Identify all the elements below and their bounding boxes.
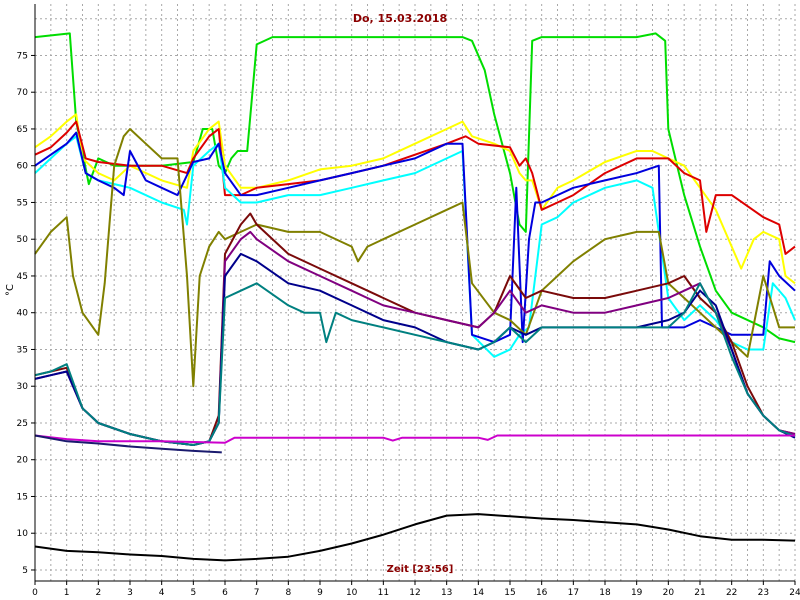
x-tick-label: 7 — [254, 588, 260, 598]
series-line-8 — [34, 230, 796, 446]
series-line-11 — [34, 434, 795, 444]
y-tick-label: 30 — [17, 382, 29, 392]
series-layer — [34, 32, 796, 562]
x-tick-label: 1 — [64, 588, 70, 598]
x-tick-label: 4 — [159, 588, 165, 598]
x-tick-label: 23 — [758, 588, 769, 598]
y-tick-label: 5 — [22, 566, 28, 576]
series-line-12 — [34, 434, 222, 454]
x-tick-label: 8 — [285, 588, 291, 598]
x-tick-label: 11 — [378, 588, 389, 598]
y-tick-label: 20 — [17, 456, 29, 466]
x-tick-label: 5 — [190, 588, 196, 598]
x-tick-label: 12 — [409, 588, 420, 598]
y-tick-label: 10 — [17, 529, 29, 539]
chart-title: Do, 15.03.2018 — [353, 12, 447, 25]
x-tick-label: 16 — [536, 588, 548, 598]
x-tick-label: 22 — [726, 588, 737, 598]
series-line-3 — [34, 120, 796, 255]
y-tick-label: 35 — [17, 345, 28, 355]
series-line-13 — [34, 513, 796, 562]
y-axis-label: °C — [5, 284, 16, 296]
series-line-4 — [34, 135, 796, 358]
x-tick-label: 20 — [663, 588, 675, 598]
x-tick-label: 0 — [32, 588, 38, 598]
x-tick-label: 15 — [504, 588, 515, 598]
x-tick-label: 21 — [694, 588, 705, 598]
series-line-6 — [34, 128, 795, 388]
y-tick-label: 50 — [17, 235, 29, 245]
y-tick-label: 75 — [17, 51, 28, 61]
y-tick-label: 65 — [17, 125, 28, 135]
y-tick-label: 55 — [17, 198, 28, 208]
y-tick-label: 60 — [17, 162, 29, 172]
axes: 0 1 2 3 4 5 6 7 8 9 10 11 12 13 14 15 16 17 18 19 20 21 22 23 24… — [17, 4, 800, 598]
y-tick-label: 40 — [17, 309, 29, 319]
y-tick-label: 70 — [17, 88, 29, 98]
x-tick-label: 17 — [568, 588, 579, 598]
y-tick-label: 25 — [17, 419, 28, 429]
series-line-2 — [34, 113, 796, 285]
x-tick-label: 19 — [631, 588, 643, 598]
x-tick-label: 18 — [599, 588, 611, 598]
x-tick-label: 13 — [441, 588, 452, 598]
y-tick-label: 45 — [17, 272, 28, 282]
x-tick-label: 2 — [95, 588, 101, 598]
x-tick-label: 9 — [317, 588, 323, 598]
x-tick-label: 24 — [789, 588, 800, 598]
x-tick-label: 10 — [346, 588, 358, 598]
x-tick-label: 3 — [127, 588, 133, 598]
y-tick-label: 15 — [17, 492, 28, 502]
x-tick-label: 14 — [473, 588, 485, 598]
x-axis-label: Zeit [23:56] — [387, 564, 454, 575]
x-tick-label: 6 — [222, 588, 228, 598]
